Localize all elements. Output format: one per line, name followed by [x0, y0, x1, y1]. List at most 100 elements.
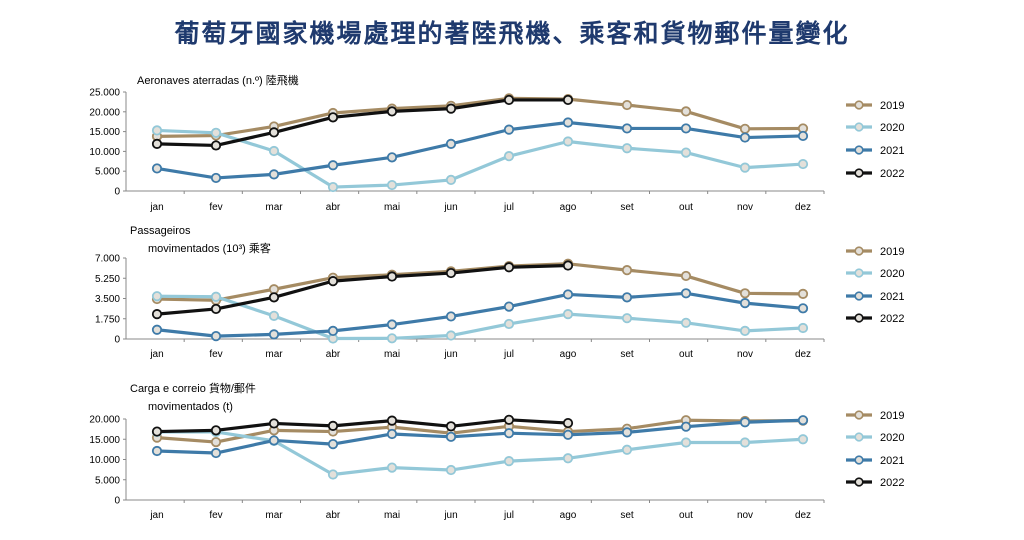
series-line-2020 — [155, 128, 805, 189]
x-tick-label: jan — [149, 202, 163, 213]
data-point-2021 — [210, 331, 222, 342]
data-point-2020 — [445, 330, 457, 341]
legend-entry-2020: 2020 — [846, 432, 904, 444]
data-point-2019 — [268, 284, 280, 295]
x-tick-label: jul — [503, 510, 514, 521]
data-point-2021 — [210, 447, 222, 459]
chart-2: Passageiros movimentados (10³) 乘客 0 1.750 3.… — [95, 225, 905, 360]
data-point-2022 — [151, 309, 163, 320]
legend-label: 2021 — [880, 455, 904, 467]
data-point-2020 — [562, 453, 574, 464]
data-point-2021 — [151, 163, 163, 174]
data-point-2021 — [797, 415, 809, 426]
data-point-2021 — [680, 421, 692, 432]
series-line-2022 — [155, 418, 570, 434]
legend-entry-2021: 2021 — [846, 455, 904, 467]
chart-title-line: movimentados (10³) 乘客 — [148, 241, 271, 255]
data-point-2020 — [210, 291, 222, 302]
data-point-2022 — [327, 112, 339, 123]
legend-entry-2021: 2021 — [846, 291, 904, 303]
data-point-2020 — [739, 437, 751, 448]
x-tick-label: mai — [384, 510, 400, 521]
legend-label: 2019 — [880, 410, 904, 422]
data-point-2021 — [210, 172, 222, 184]
legend-entry-2022: 2022 — [846, 477, 904, 489]
x-tick-label: fev — [209, 510, 222, 521]
data-point-2022 — [151, 426, 163, 437]
series-line-2019 — [155, 96, 805, 138]
data-point-2021 — [268, 169, 280, 180]
legend-swatch-marker — [854, 313, 864, 323]
chart-title-line: Carga e correio 貨物/郵件 — [130, 381, 256, 395]
legend-label: 2022 — [880, 477, 904, 489]
data-point-2021 — [621, 123, 633, 134]
y-tick-label: 15.000 — [89, 127, 120, 138]
data-point-2020 — [327, 469, 339, 480]
legend-swatch-marker — [854, 268, 864, 278]
data-point-2021 — [621, 292, 633, 303]
data-point-2021 — [797, 303, 809, 314]
legend-swatch-marker — [854, 246, 864, 256]
data-point-2022 — [562, 94, 574, 106]
data-point-2021 — [739, 132, 751, 143]
data-point-2022 — [210, 303, 222, 315]
legend-swatch-marker — [854, 455, 864, 465]
x-tick-label: mai — [384, 202, 400, 213]
data-point-2021 — [503, 428, 515, 439]
x-tick-label: out — [679, 510, 693, 521]
x-tick-label: mar — [265, 510, 283, 521]
data-point-2019 — [621, 265, 633, 276]
data-point-2020 — [739, 162, 751, 173]
legend-label: 2022 — [880, 168, 904, 180]
legend-entry-2019: 2019 — [846, 100, 904, 112]
data-point-2020 — [680, 147, 692, 158]
data-point-2021 — [327, 439, 339, 450]
x-tick-label: ago — [560, 349, 577, 360]
data-point-2019 — [680, 106, 692, 117]
legend-swatch-marker — [854, 100, 864, 110]
data-point-2020 — [503, 151, 515, 162]
x-tick-label: jun — [443, 202, 457, 213]
chart-title-line: Passageiros — [130, 225, 191, 237]
legend-entry-2022: 2022 — [846, 168, 904, 180]
series-line-2022 — [155, 263, 570, 316]
legend-entry-2020: 2020 — [846, 122, 904, 134]
data-point-2021 — [268, 329, 280, 340]
data-point-2019 — [621, 99, 633, 111]
legend-label: 2019 — [880, 100, 904, 112]
data-point-2021 — [621, 427, 633, 438]
data-point-2021 — [151, 445, 163, 457]
data-point-2022 — [327, 276, 339, 287]
data-point-2021 — [268, 435, 280, 446]
data-point-2022 — [268, 418, 280, 429]
legend-label: 2020 — [880, 432, 904, 444]
legend-label: 2022 — [880, 313, 904, 325]
data-point-2020 — [386, 333, 398, 344]
data-point-2021 — [503, 301, 515, 312]
data-point-2022 — [445, 421, 457, 432]
legend-swatch-marker — [854, 410, 864, 420]
legend-swatch-marker — [854, 432, 864, 442]
data-point-2020 — [797, 434, 809, 445]
data-point-2022 — [562, 260, 574, 271]
y-tick-label: 3.500 — [95, 294, 120, 305]
data-point-2020 — [503, 456, 515, 467]
y-tick-label: 5.000 — [95, 167, 120, 178]
data-point-2020 — [268, 310, 280, 321]
data-point-2020 — [562, 136, 574, 147]
x-tick-label: mar — [265, 349, 283, 360]
data-point-2020 — [680, 317, 692, 328]
x-tick-label: out — [679, 349, 693, 360]
data-point-2020 — [680, 437, 692, 448]
y-tick-label: 10.000 — [89, 455, 120, 466]
series-line-2022 — [155, 98, 570, 148]
legend-entry-2019: 2019 — [846, 246, 904, 258]
x-tick-label: mar — [265, 202, 283, 213]
legend-label: 2020 — [880, 268, 904, 280]
data-point-2022 — [386, 106, 398, 117]
data-point-2021 — [327, 325, 339, 336]
data-point-2020 — [210, 127, 222, 138]
x-tick-label: jan — [149, 349, 163, 360]
x-tick-label: dez — [795, 202, 811, 213]
